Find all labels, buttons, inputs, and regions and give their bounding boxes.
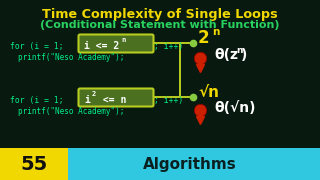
Text: i: i — [84, 95, 90, 105]
Text: (Conditional Statement with Function): (Conditional Statement with Function) — [40, 20, 280, 30]
Text: 55: 55 — [20, 154, 48, 174]
Text: for (i = 1;: for (i = 1; — [10, 96, 64, 105]
Text: n: n — [121, 37, 125, 43]
FancyBboxPatch shape — [78, 35, 154, 53]
Text: θ(√n): θ(√n) — [214, 101, 255, 115]
Text: 2: 2 — [198, 29, 210, 47]
Text: <= n: <= n — [97, 95, 126, 105]
Text: ; i++): ; i++) — [154, 42, 183, 51]
FancyBboxPatch shape — [78, 89, 154, 107]
Text: Time Complexity of Single Loops: Time Complexity of Single Loops — [42, 8, 278, 21]
Text: for (i = 1;: for (i = 1; — [10, 42, 64, 51]
Text: printf("Neso Academy");: printf("Neso Academy"); — [18, 107, 124, 116]
Text: ): ) — [241, 48, 247, 62]
Text: √n: √n — [198, 84, 219, 100]
Text: n: n — [236, 46, 243, 55]
Text: n: n — [212, 27, 220, 37]
Text: θ(z: θ(z — [214, 48, 238, 62]
Text: 2: 2 — [92, 91, 96, 97]
Text: ; i++): ; i++) — [154, 96, 183, 105]
Text: Algorithms: Algorithms — [143, 156, 237, 172]
FancyBboxPatch shape — [0, 148, 68, 180]
Text: printf("Neso Academy");: printf("Neso Academy"); — [18, 53, 124, 62]
Text: i <= 2: i <= 2 — [84, 41, 119, 51]
FancyBboxPatch shape — [68, 148, 320, 180]
